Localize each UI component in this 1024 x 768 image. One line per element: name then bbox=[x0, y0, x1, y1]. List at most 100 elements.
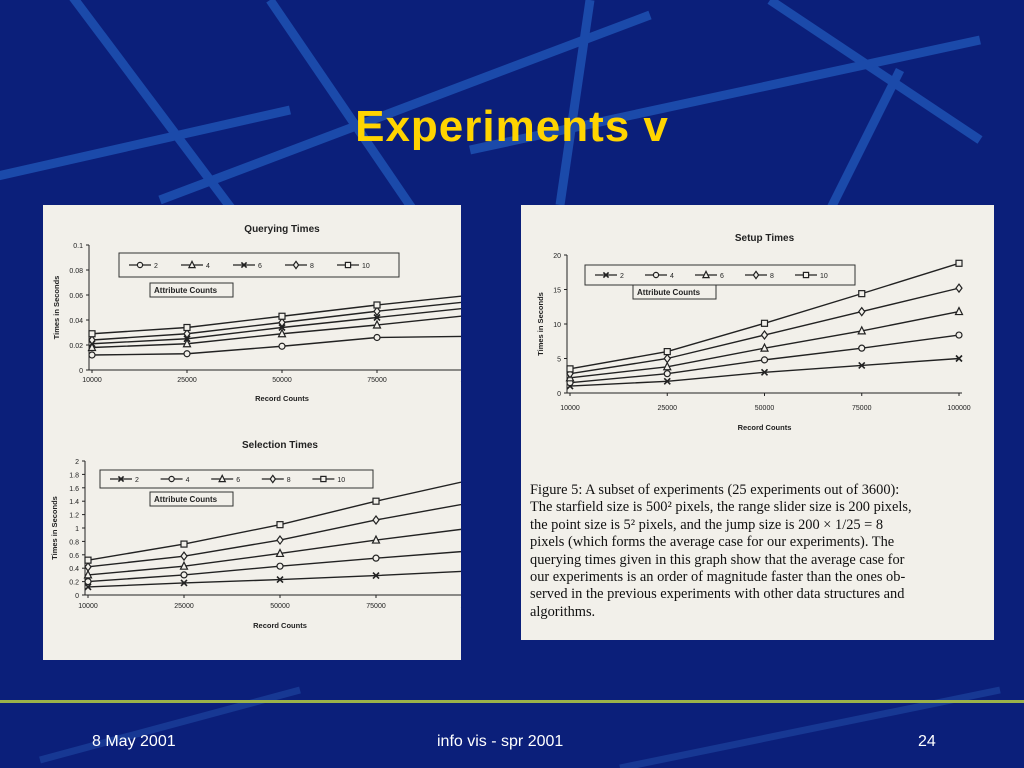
data-point bbox=[663, 377, 671, 385]
data-point bbox=[183, 350, 191, 358]
y-tick-label: 0.1 bbox=[73, 243, 83, 250]
data-point bbox=[760, 368, 769, 376]
caption-line: pixels (which forms the average case for… bbox=[530, 534, 895, 551]
x-tick-label: 10000 bbox=[560, 405, 580, 412]
y-tick-label: 0 bbox=[75, 593, 79, 600]
data-point bbox=[84, 561, 92, 572]
caption-line: the point size is 5² pixels, and the jum… bbox=[530, 516, 884, 533]
legend-marker bbox=[652, 271, 660, 279]
data-point bbox=[373, 333, 381, 342]
legend-marker bbox=[344, 261, 352, 269]
data-point bbox=[84, 578, 92, 586]
y-tick-label: 0.06 bbox=[69, 293, 83, 300]
legend-marker bbox=[752, 270, 760, 280]
legend-marker bbox=[292, 260, 300, 270]
legend-label: 4 bbox=[186, 477, 190, 484]
querying-plot: Querying Times 0 0.02 0.04 0.06 0.08 0.1 10000 2… bbox=[52, 224, 461, 403]
series-line-10 bbox=[87, 481, 461, 561]
legend-marker bbox=[187, 260, 197, 269]
data-point bbox=[857, 325, 867, 335]
legend-marker bbox=[136, 261, 144, 269]
selection-times-chart: Selection Times 0 0.2 0.4 0.6 0.8 1 1.2 1.4 1.6 1.… bbox=[50, 440, 461, 630]
data-point bbox=[373, 301, 381, 309]
y-tick-label: 0.04 bbox=[69, 318, 83, 325]
legend-label: 2 bbox=[620, 273, 624, 280]
legend-label: 6 bbox=[236, 477, 240, 484]
x-tick-label: 50000 bbox=[755, 405, 775, 412]
legend-label: 10 bbox=[820, 273, 828, 280]
data-point bbox=[88, 335, 96, 345]
data-point bbox=[276, 521, 284, 529]
x-tick-label: 100000 bbox=[460, 377, 461, 384]
x-tick-label: 50000 bbox=[270, 603, 290, 610]
legend-marker bbox=[117, 475, 125, 483]
y-tick-label: 1.8 bbox=[69, 472, 79, 479]
data-point bbox=[372, 319, 382, 329]
x-axis-label: Record Counts bbox=[253, 621, 307, 630]
data-point bbox=[955, 283, 963, 294]
data-point bbox=[373, 306, 381, 317]
y-axis-label: Times in Seconds bbox=[52, 276, 61, 340]
data-point bbox=[180, 579, 188, 587]
legend-label: 8 bbox=[770, 273, 774, 280]
footer-page-number: 24 bbox=[918, 733, 936, 750]
data-point bbox=[277, 328, 287, 338]
caption-line: The starfield size is 500² pixels, the r… bbox=[530, 499, 912, 516]
legend-label: 10 bbox=[337, 477, 345, 484]
series-line-4 bbox=[91, 315, 461, 349]
y-tick-label: 1.6 bbox=[69, 486, 79, 493]
legend-box bbox=[99, 469, 374, 489]
x-tick-label: 75000 bbox=[366, 603, 386, 610]
data-point bbox=[760, 330, 769, 341]
data-point bbox=[88, 351, 96, 359]
legend-label: 4 bbox=[206, 263, 210, 270]
y-tick-label: 0 bbox=[79, 368, 83, 375]
legend-label: 6 bbox=[258, 263, 262, 270]
legend-marker bbox=[802, 271, 810, 279]
caption-line: querying times given in this graph show … bbox=[530, 551, 905, 568]
y-tick-label: 0.08 bbox=[69, 268, 83, 275]
y-tick-label: 0.02 bbox=[69, 343, 83, 350]
data-point bbox=[858, 306, 866, 317]
y-tick-label: 0.8 bbox=[69, 539, 79, 546]
legend-label: 8 bbox=[310, 263, 314, 270]
data-point bbox=[182, 338, 192, 348]
data-point bbox=[858, 361, 866, 369]
legend-marker bbox=[168, 475, 175, 483]
setup-times-chart: Setup Times 0 5 10 15 20 10000 25000 50000 75000 1… bbox=[536, 233, 971, 432]
y-tick-label: 0.6 bbox=[69, 553, 79, 560]
series-line-8 bbox=[87, 503, 461, 568]
y-tick-label: 1 bbox=[75, 526, 79, 533]
footer-divider bbox=[0, 700, 1024, 703]
data-point bbox=[180, 571, 188, 579]
footer-course: info vis - spr 2001 bbox=[437, 733, 564, 750]
chart-title: Querying Times bbox=[244, 224, 320, 235]
data-point bbox=[87, 342, 97, 352]
caption-line: Figure 5: A subset of experiments (25 ex… bbox=[530, 482, 900, 498]
x-axis-label: Record Counts bbox=[255, 394, 309, 403]
legend-marker bbox=[218, 474, 227, 483]
legend-box bbox=[584, 264, 856, 286]
x-tick-label: 75000 bbox=[852, 405, 872, 412]
footer-date: 8 May 2001 bbox=[92, 733, 176, 750]
data-point bbox=[278, 312, 286, 320]
x-tick-label: 10000 bbox=[78, 603, 98, 610]
legend-title-box bbox=[149, 491, 234, 507]
legend-label: 8 bbox=[287, 477, 291, 484]
querying-times-chart: Querying Times 0 0.02 0.04 0.06 0.08 0.1 10000 2… bbox=[52, 224, 461, 403]
figure-caption: Figure 5: A subset of experiments (25 ex… bbox=[530, 482, 982, 621]
x-tick-label: 100000 bbox=[460, 603, 461, 610]
legend-marker bbox=[701, 270, 711, 279]
data-point bbox=[955, 354, 963, 363]
data-point bbox=[760, 319, 769, 327]
legend-title-box bbox=[149, 282, 234, 298]
data-point bbox=[760, 356, 769, 364]
data-point bbox=[371, 534, 381, 544]
slide-title: Experiments v bbox=[355, 102, 669, 151]
legend-title: Attribute Counts bbox=[637, 288, 701, 297]
data-point bbox=[372, 514, 380, 525]
x-axis-label: Record Counts bbox=[738, 423, 792, 432]
legend-title: Attribute Counts bbox=[154, 286, 218, 295]
data-point bbox=[84, 583, 92, 591]
y-tick-label: 5 bbox=[557, 357, 561, 364]
